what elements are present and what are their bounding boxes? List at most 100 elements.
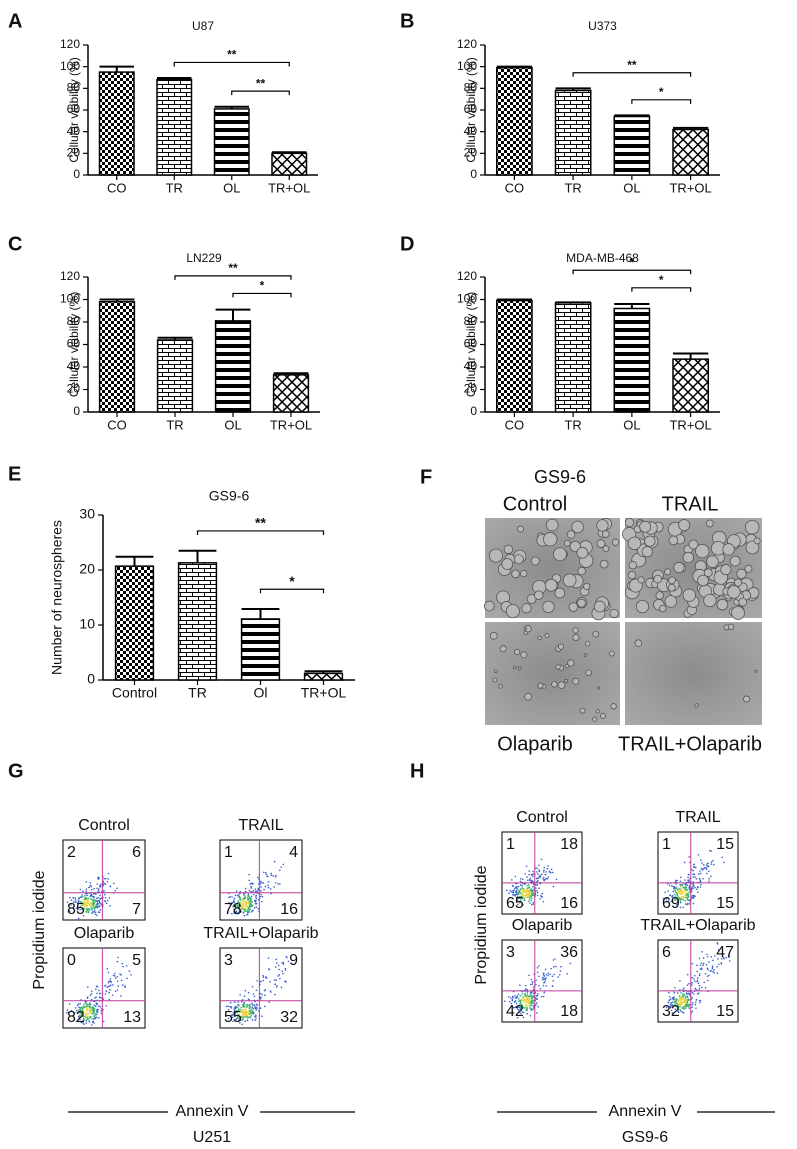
event-dot [87, 899, 89, 902]
event-dot [515, 1002, 518, 1005]
event-dot [241, 998, 244, 1001]
event-dot [280, 986, 283, 989]
cell [593, 600, 606, 613]
event-dot [687, 895, 690, 898]
bar [156, 339, 194, 413]
event-dot [553, 973, 555, 976]
event-dot [91, 903, 93, 905]
x-tick-label: TR [564, 180, 581, 195]
event-dot [695, 878, 698, 880]
event-dot [244, 895, 246, 897]
event-dot [706, 975, 709, 978]
event-dot [690, 868, 693, 871]
event-dot [520, 1012, 522, 1015]
event-dot [679, 996, 681, 999]
event-dot [688, 998, 691, 1001]
cell [555, 664, 561, 670]
event-dot [109, 905, 111, 907]
event-dot [252, 909, 254, 912]
event-dot [702, 863, 705, 866]
event-dot [239, 1008, 242, 1011]
event-dot [529, 1014, 532, 1017]
event-dot [528, 1000, 530, 1002]
cell [557, 681, 566, 689]
y-tick-label: 120 [457, 37, 477, 51]
event-dot [260, 996, 262, 999]
event-dot [83, 1003, 85, 1005]
event-dot [690, 984, 693, 986]
event-dot [519, 880, 522, 883]
event-dot [84, 1012, 87, 1015]
panel-letter: C [8, 233, 22, 255]
event-dot [230, 1007, 233, 1009]
event-dot [233, 1012, 236, 1014]
event-dot [519, 994, 521, 997]
event-dot [85, 1003, 87, 1006]
event-dot [516, 886, 518, 888]
event-dot [672, 1007, 674, 1009]
event-dot [521, 891, 523, 893]
event-dot [701, 950, 703, 953]
event-dot [76, 1011, 79, 1013]
micrograph-label: Olaparib [497, 733, 573, 755]
event-dot [525, 1009, 528, 1012]
event-dot [88, 1015, 91, 1018]
event-dot [545, 871, 548, 873]
event-dot [76, 1004, 79, 1007]
event-dot [116, 960, 119, 963]
event-dot [711, 966, 714, 969]
event-dot [522, 996, 525, 999]
event-dot [692, 881, 695, 883]
cell [733, 578, 743, 587]
event-dot [538, 975, 540, 978]
event-dot [695, 999, 698, 1001]
cell [568, 602, 579, 612]
event-dot [252, 1007, 255, 1010]
event-dot [267, 968, 270, 970]
event-dot [76, 1009, 78, 1012]
event-dot [263, 1005, 266, 1008]
event-dot [238, 908, 240, 911]
cell [557, 643, 565, 650]
event-dot [79, 888, 82, 891]
event-dot [525, 998, 528, 1001]
event-dot [78, 1018, 81, 1020]
event-dot [536, 967, 539, 969]
event-dot [701, 986, 703, 989]
event-dot [78, 1014, 81, 1017]
event-dot [92, 905, 95, 908]
event-dot [97, 878, 100, 880]
cell [498, 683, 503, 689]
event-dot [253, 1004, 255, 1007]
event-dot [91, 1017, 93, 1020]
event-dot [237, 1014, 239, 1017]
significance-bracket [231, 90, 290, 96]
event-dot [75, 901, 78, 903]
event-dot [688, 903, 691, 905]
event-dot [700, 968, 703, 971]
event-dot [247, 991, 250, 994]
bar [114, 565, 155, 681]
event-dot [544, 981, 546, 983]
event-dot [721, 856, 723, 859]
event-dot [82, 908, 85, 911]
cell [731, 605, 745, 620]
bar [496, 67, 533, 176]
event-dot [76, 908, 79, 910]
event-dot [526, 993, 528, 995]
event-dot [259, 998, 262, 1000]
event-dot [265, 977, 267, 979]
event-dot [680, 992, 682, 994]
event-dot [530, 903, 533, 906]
event-dot [259, 1007, 262, 1010]
event-dot [68, 896, 71, 899]
quadrant-percent: 9 [289, 952, 298, 969]
cell [533, 590, 544, 600]
cell [572, 633, 580, 642]
event-dot [678, 995, 681, 997]
event-dot [96, 1009, 98, 1012]
cell [745, 540, 760, 555]
event-dot [93, 1022, 95, 1024]
chart-title: LN229 [186, 251, 222, 265]
event-dot [554, 958, 556, 960]
